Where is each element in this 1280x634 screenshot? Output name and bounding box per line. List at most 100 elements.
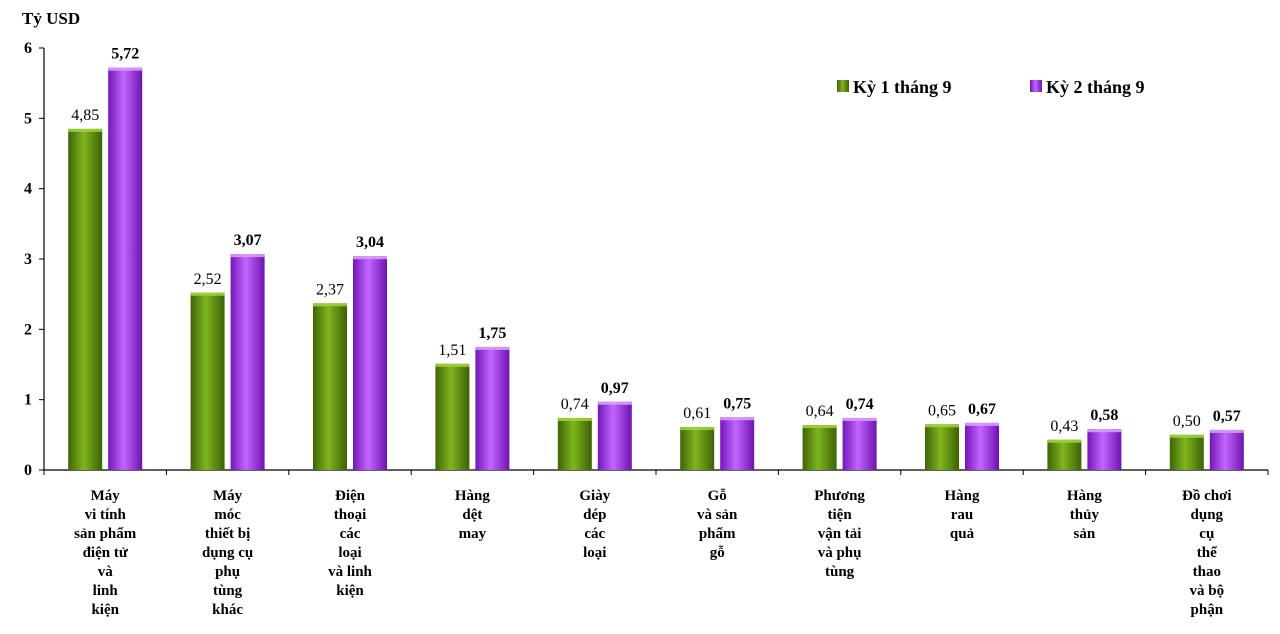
bar-ky1 [1047,439,1082,470]
x-tick-label-line: Hàng [944,488,980,504]
data-label-ky2: 0,97 [601,380,629,397]
x-tick-label-line: phụ [215,564,240,580]
bars [68,67,1244,471]
bar-cap [680,427,715,431]
x-tick-label-line: dụng [1191,507,1224,523]
bar-ky2 [842,417,877,470]
data-label-ky1: 0,43 [1050,418,1078,435]
bar-ky2 [475,346,510,470]
y-tick-label: 5 [24,110,32,127]
x-tick-label-line: sản [1074,526,1096,542]
data-label-ky1: 0,65 [928,402,956,419]
bar-cap [108,67,143,71]
y-tick-label: 2 [24,321,32,338]
x-tick-label: Điện thoại các loại và linh kiện [328,488,372,599]
x-tick-label-line: khác [212,602,243,618]
bar-ky1 [435,363,470,470]
bar-ky1 [68,128,103,470]
bar-cap [925,424,959,428]
bar-ky2 [720,417,755,470]
x-tick-label-line: thao [1193,564,1221,580]
bar-cap [597,401,632,405]
x-tick-label-line: linh [93,583,119,599]
x-tick-label-line: và phụ [818,545,862,561]
bar-cap [1047,439,1082,443]
legend-label-ky2: Kỳ 2 tháng 9 [1046,77,1145,97]
x-tick-label-line: Giày [579,488,610,504]
data-label-ky2: 0,67 [968,401,996,418]
x-tick-label-line: phẩm [699,526,736,542]
bar-ky1 [680,427,715,470]
x-tick-label-line: vận tải [818,526,862,542]
x-tick-label-line: rau [951,507,974,523]
bar-ky2 [965,422,999,470]
x-tick-label-line: thủy [1070,507,1100,523]
bar-cap [68,128,103,132]
bar-ky2 [1209,429,1244,470]
x-tick-label-line: tiện [828,507,853,523]
x-tick-label-line: Điện [335,488,366,504]
x-tick-label-line: Máy [91,488,121,504]
bar-ky1 [557,417,592,470]
x-tick-label: Đồ chơi dụng cụ thể thao và bộ phận [1182,488,1232,618]
x-tick-label-line: Phương [814,488,865,504]
bar-cap [842,417,877,421]
data-label-ky1: 2,37 [316,281,344,298]
data-label-ky1: 4,85 [71,107,99,124]
bar-cap [802,424,837,428]
data-label-ky1: 0,61 [683,405,711,422]
data-label-ky1: 0,64 [806,403,834,420]
x-tick-label-line: dệt [462,507,482,523]
x-tick-label-line: thể [1197,545,1217,561]
y-tick-label: 3 [24,251,32,268]
bar-cap [557,417,592,421]
x-tick-label: Hàng dệt may [455,488,491,542]
bar-ky2 [353,256,387,470]
x-tick-label-line: thoại [334,507,367,523]
y-tick-label: 0 [24,462,32,479]
bar-ky2 [1087,429,1122,470]
x-tick-label: Máy vi tính sản phẩm điện tử và linh kiện [74,488,137,618]
data-label-ky2: 3,07 [234,232,262,249]
x-tick-label-line: Gỗ [708,488,727,504]
bar-ky1 [1169,434,1204,470]
legend-label-ky1: Kỳ 1 tháng 9 [853,77,952,97]
x-tick-label-line: Hàng [455,488,491,504]
bar-ky2 [597,401,632,470]
x-tick-label-line: các [340,526,361,542]
x-tick-label-line: dụng cụ [202,545,253,561]
x-tick-label: Hàng thủy sản [1067,488,1103,542]
x-tick-label-line: loại [338,545,361,561]
bar-cap [230,254,265,258]
x-tick-label-line: Máy [213,488,243,504]
bar-cap [720,417,755,421]
x-tick-label-line: dép [583,507,606,523]
x-tick-label-line: may [459,526,487,542]
bar-cap [1087,429,1122,433]
y-tick-label: 6 [24,40,32,57]
data-label-ky1: 2,52 [194,271,222,288]
bar-ky1 [313,303,347,470]
x-tick-label-line: phận [1191,602,1224,618]
x-tick-label-line: và bộ [1190,583,1225,599]
x-tick-label-line: cụ [1199,526,1214,542]
bar-cap [1169,434,1204,438]
bar-cap [475,346,510,350]
y-tick-label: 1 [24,392,32,409]
x-tick-label-line: Hàng [1067,488,1103,504]
legend-swatch-ky2 [1030,80,1042,92]
data-labels: 4,85 5,72 2,52 3,07 2,37 3,04 1,51 1,75 0,74 0,97… [71,46,1241,435]
data-label-ky2: 5,72 [111,46,139,63]
x-tick-label-line: và sản [697,507,738,523]
bar-cap [1209,429,1244,433]
x-tick-label-line: tùng [825,564,855,580]
bar-ky1 [802,424,837,470]
bar-cap [965,422,999,426]
data-label-ky2: 0,75 [723,395,751,412]
bar-ky2 [108,67,143,471]
x-tick-label-line: điện tử [83,545,129,561]
bar-cap [353,256,387,260]
bar-ky1 [190,292,225,470]
data-label-ky2: 0,57 [1213,408,1241,425]
